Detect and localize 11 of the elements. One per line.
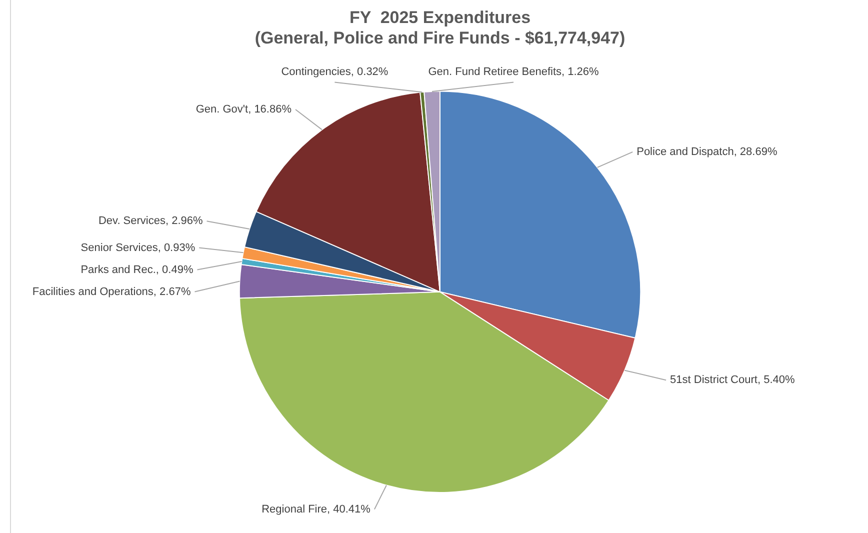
slice-label: Police and Dispatch, 28.69% bbox=[636, 146, 778, 158]
slice-label: Dev. Services, 2.96% bbox=[98, 215, 204, 228]
slice-label: Contingencies, 0.32% bbox=[281, 66, 388, 78]
slice-label: Regional Fire, 40.41% bbox=[262, 503, 371, 516]
slice-label: Gen. Gov't, 16.86% bbox=[196, 104, 292, 116]
chart-title: FY 2025 Expenditures (General, Police and Fire Funds - $61,774,947) bbox=[254, 8, 626, 48]
slice-label: Senior Services, 0.93% bbox=[80, 242, 196, 254]
slice-label: 51st District Court, 5.40% bbox=[670, 374, 795, 386]
slice-label: Parks and Rec., 0.49% bbox=[80, 264, 194, 276]
slice-label: Facilities and Operations, 2.67% bbox=[32, 286, 191, 298]
slice-label: Gen. Fund Retiree Benefits, 1.26% bbox=[428, 66, 600, 78]
